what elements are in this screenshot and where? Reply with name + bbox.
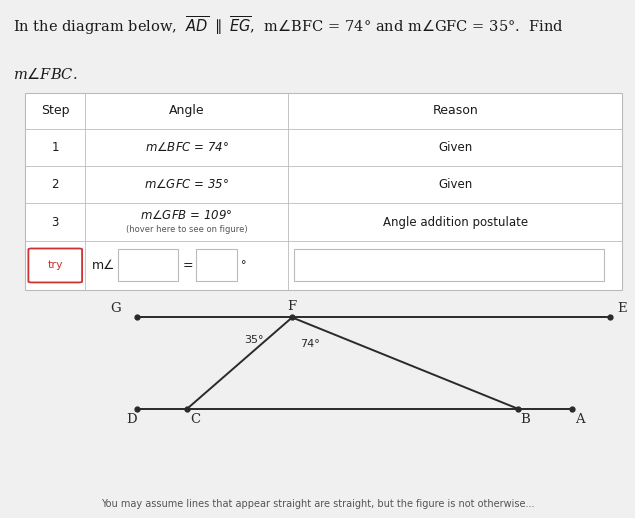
Text: G: G xyxy=(110,301,121,314)
Text: Reason: Reason xyxy=(432,105,478,118)
Text: Angle addition postulate: Angle addition postulate xyxy=(383,215,528,228)
Text: A: A xyxy=(575,413,584,426)
Bar xyxy=(118,250,178,281)
Text: try: try xyxy=(48,261,63,270)
Bar xyxy=(294,250,605,281)
Text: Given: Given xyxy=(438,178,472,191)
Text: 3: 3 xyxy=(51,215,59,228)
Text: B: B xyxy=(521,413,530,426)
Text: m$\angle$GFC = 35°: m$\angle$GFC = 35° xyxy=(144,178,229,191)
Text: m∠: m∠ xyxy=(92,259,116,272)
Text: 2: 2 xyxy=(51,178,59,191)
Text: 1: 1 xyxy=(51,141,59,154)
Text: E: E xyxy=(617,301,627,314)
Text: m$\angle$GFB = 109°: m$\angle$GFB = 109° xyxy=(140,209,233,222)
Text: 35°: 35° xyxy=(244,335,264,344)
Text: (hover here to see on figure): (hover here to see on figure) xyxy=(126,225,248,234)
Text: D: D xyxy=(126,413,137,426)
Text: Select a Reason: Select a Reason xyxy=(303,261,392,270)
Text: m$\angle$BFC = 74°: m$\angle$BFC = 74° xyxy=(145,141,229,154)
Text: You may assume lines that appear straight are straight, but the figure is not ot: You may assume lines that appear straigh… xyxy=(101,499,534,509)
Text: Angle: Angle xyxy=(169,105,204,118)
Text: In the diagram below,  $\overline{AD}$ $\parallel$ $\overline{EG}$,  m$\angle$BF: In the diagram below, $\overline{AD}$ $\… xyxy=(13,14,564,37)
Text: F: F xyxy=(288,300,297,313)
Text: Given: Given xyxy=(438,141,472,154)
Text: °: ° xyxy=(241,261,247,270)
Text: Step: Step xyxy=(41,105,69,118)
Bar xyxy=(196,250,237,281)
Text: ⌄: ⌄ xyxy=(587,259,598,272)
Text: m$\angle$FBC.: m$\angle$FBC. xyxy=(13,67,77,82)
Text: =: = xyxy=(182,259,193,272)
Text: C: C xyxy=(190,413,200,426)
FancyBboxPatch shape xyxy=(29,249,82,282)
Text: 74°: 74° xyxy=(300,339,319,349)
